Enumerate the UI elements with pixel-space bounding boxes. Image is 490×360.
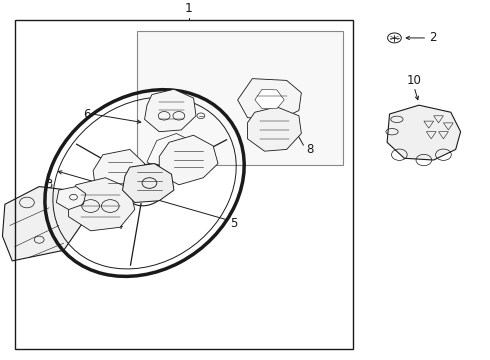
Text: 10: 10 xyxy=(407,75,421,87)
Polygon shape xyxy=(93,149,145,197)
Text: 1: 1 xyxy=(185,2,193,15)
Polygon shape xyxy=(2,186,83,261)
Text: 8: 8 xyxy=(306,143,314,156)
Polygon shape xyxy=(69,178,135,231)
Text: 4: 4 xyxy=(115,219,122,232)
Polygon shape xyxy=(247,107,301,151)
Polygon shape xyxy=(255,89,284,109)
Text: 3: 3 xyxy=(45,178,53,191)
Text: 6: 6 xyxy=(83,108,91,121)
Polygon shape xyxy=(238,78,301,121)
Bar xyxy=(15,20,353,350)
Text: 9: 9 xyxy=(279,97,287,110)
Polygon shape xyxy=(387,105,461,160)
Polygon shape xyxy=(122,163,174,203)
Polygon shape xyxy=(145,89,196,132)
Text: 5: 5 xyxy=(230,217,238,230)
Text: 2: 2 xyxy=(429,31,436,44)
Text: 7: 7 xyxy=(157,108,164,121)
Polygon shape xyxy=(56,186,86,210)
Bar xyxy=(137,31,343,165)
Polygon shape xyxy=(159,135,218,185)
